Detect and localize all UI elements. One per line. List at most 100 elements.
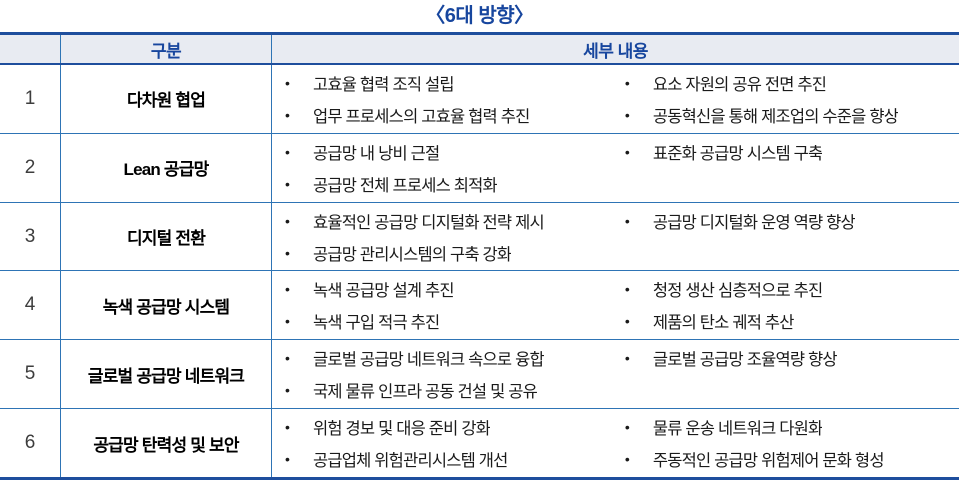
bullet-text: 녹색 구입 적극 추진: [313, 314, 440, 333]
header-cell-number: [0, 35, 60, 63]
bullet-text: 공급망 관리시스템의 구축 강화: [313, 245, 512, 264]
row-category: 녹색 공급망 시스템: [60, 271, 272, 340]
bullet-icon: •: [285, 106, 290, 123]
bullet-text: 제품의 탄소 궤적 추산: [652, 314, 794, 333]
bullet-text: 공급망 디지털화 운영 역량 향상: [652, 213, 855, 232]
row-details: • 녹색 공급망 설계 추진 • 녹색 구입 적극 추진 • 청정 생산 심층적으로 추…: [272, 271, 959, 339]
table-header-row: 구분 세부 내용: [0, 35, 959, 65]
bullet-text: 글로벌 공급망 조율역량 향상: [652, 351, 837, 370]
bullet-item: • 위험 경보 및 대응 준비 강화: [282, 411, 622, 443]
bullet-item: • 국제 물류 인프라 공동 건설 및 공유: [282, 374, 622, 406]
bullet-item: • 공급망 관리시스템의 구축 강화: [282, 237, 622, 269]
row-details: • 공급망 내 낭비 근절 • 공급망 전체 프로세스 최적화 • 표준화 공급망 시스…: [272, 134, 959, 202]
bullet-item: • 녹색 공급망 설계 추진: [282, 273, 622, 305]
bullet-icon: •: [624, 350, 630, 367]
bullet-item: • 고효율 협력 조직 설립: [282, 67, 622, 99]
bullet-column-left: • 공급망 내 낭비 근절 • 공급망 전체 프로세스 최적화: [282, 136, 622, 200]
bullet-column-right: • 요소 자원의 공유 전면 추진 • 공동혁신을 통해 제조업의 수준을 향상: [622, 67, 955, 131]
bullet-item: • 공동혁신을 통해 제조업의 수준을 향상: [622, 99, 955, 131]
row-category: Lean 공급망: [60, 133, 272, 202]
table-row: 5 글로벌 공급망 네트워크 • 글로벌 공급망 네트워크 속으로 융합 • 국제 물…: [0, 340, 959, 410]
table-row: 3 디지털 전환 • 효율적인 공급망 디지털화 전략 제시 • 공급망 관리시스템의…: [0, 202, 959, 272]
bullet-item: • 표준화 공급망 시스템 구축: [622, 136, 955, 168]
row-number: 1: [24, 87, 36, 109]
bullet-text: 표준화 공급망 시스템 구축: [652, 144, 823, 163]
row-category: 디지털 전환: [60, 202, 272, 271]
bullet-icon: •: [624, 212, 630, 229]
bullet-text: 고효율 협력 조직 설립: [313, 75, 454, 94]
bullet-item: • 제품의 탄소 궤적 추산: [622, 305, 955, 337]
row-number: 5: [24, 363, 36, 385]
bullet-item: • 글로벌 공급망 네트워크 속으로 융합: [282, 342, 622, 374]
bullet-text: 녹색 공급망 설계 추진: [313, 282, 454, 301]
bullet-icon: •: [285, 143, 290, 160]
bullet-item: • 공급업체 위험관리시스템 개선: [282, 443, 622, 475]
row-category: 다차원 협업: [60, 65, 272, 133]
bullet-icon: •: [285, 281, 290, 298]
bullet-item: • 공급망 내 낭비 근절: [282, 136, 622, 168]
bullet-icon: •: [285, 382, 290, 399]
bullet-icon: •: [285, 212, 290, 229]
bullet-text: 업무 프로세스의 고효율 협력 추진: [313, 107, 530, 126]
bullet-column-left: • 효율적인 공급망 디지털화 전략 제시 • 공급망 관리시스템의 구축 강화: [282, 205, 622, 269]
bullet-column-right: • 글로벌 공급망 조율역량 향상: [622, 342, 955, 406]
bullet-icon: •: [624, 281, 630, 298]
bullet-column-left: • 고효율 협력 조직 설립 • 업무 프로세스의 고효율 협력 추진: [282, 67, 622, 131]
row-number: 2: [24, 156, 36, 178]
bullet-icon: •: [624, 419, 630, 436]
bullet-item: • 효율적인 공급망 디지털화 전략 제시: [282, 205, 622, 237]
bullet-icon: •: [285, 74, 290, 91]
bullet-icon: •: [285, 175, 290, 192]
bullet-column-left: • 글로벌 공급망 네트워크 속으로 융합 • 국제 물류 인프라 공동 건설 및 공…: [282, 342, 622, 406]
page-title: 〈6대 방향〉: [425, 5, 534, 27]
table-row: 6 공급망 탄력성 및 보안 • 위험 경보 및 대응 준비 강화 • 공급업체 위험…: [0, 409, 959, 477]
bullet-item: • 공급망 디지털화 운영 역량 향상: [622, 205, 955, 237]
bullet-item: • 청정 생산 심층적으로 추진: [622, 273, 955, 305]
directions-table: 구분 세부 내용 1 다차원 협업 • 고효율 협력 조직 설립 • 업무 프로세스의…: [0, 32, 959, 480]
bullet-text: 요소 자원의 공유 전면 추진: [652, 75, 827, 94]
bullet-column-right: • 공급망 디지털화 운영 역량 향상: [622, 205, 955, 269]
row-category: 글로벌 공급망 네트워크: [60, 340, 272, 409]
bullet-text: 주동적인 공급망 위험제어 문화 형성: [652, 452, 884, 470]
bullet-text: 공동혁신을 통해 제조업의 수준을 향상: [652, 107, 899, 126]
bullet-icon: •: [624, 143, 630, 160]
row-details: • 효율적인 공급망 디지털화 전략 제시 • 공급망 관리시스템의 구축 강화 • 공…: [272, 203, 959, 271]
bullet-text: 물류 운송 네트워크 다원화: [652, 420, 823, 439]
table-row: 1 다차원 협업 • 고효율 협력 조직 설립 • 업무 프로세스의 고효율 협력 추…: [0, 65, 959, 134]
bullet-text: 청정 생산 심층적으로 추진: [652, 282, 823, 301]
header-cell-category: 구분: [60, 35, 272, 63]
table-row: 2 Lean 공급망 • 공급망 내 낭비 근절 • 공급망 전체 프로세스 최적화 …: [0, 133, 959, 203]
bullet-item: • 주동적인 공급망 위험제어 문화 형성: [622, 443, 955, 475]
bullet-column-right: • 표준화 공급망 시스템 구축: [622, 136, 955, 200]
bullet-icon: •: [285, 350, 290, 367]
bullet-text: 위험 경보 및 대응 준비 강화: [313, 420, 491, 439]
bullet-text: 공급업체 위험관리시스템 개선: [313, 452, 508, 470]
bullet-column-left: • 위험 경보 및 대응 준비 강화 • 공급업체 위험관리시스템 개선: [282, 411, 622, 475]
bullet-text: 국제 물류 인프라 공동 건설 및 공유: [313, 383, 538, 402]
bullet-item: • 업무 프로세스의 고효율 협력 추진: [282, 99, 622, 131]
bullet-item: • 글로벌 공급망 조율역량 향상: [622, 342, 955, 374]
row-number: 6: [24, 432, 36, 454]
bullet-text: 글로벌 공급망 네트워크 속으로 융합: [313, 351, 544, 370]
bullet-icon: •: [285, 244, 290, 261]
bullet-icon: •: [285, 451, 290, 467]
bullet-item: • 녹색 구입 적극 추진: [282, 305, 622, 337]
row-details: • 위험 경보 및 대응 준비 강화 • 공급업체 위험관리시스템 개선 • 물류 운송…: [272, 409, 959, 477]
row-number: 4: [24, 294, 36, 316]
bullet-icon: •: [624, 451, 630, 467]
row-details: • 글로벌 공급망 네트워크 속으로 융합 • 국제 물류 인프라 공동 건설 및 공…: [272, 340, 959, 408]
bullet-icon: •: [624, 313, 630, 330]
bullet-column-right: • 물류 운송 네트워크 다원화 • 주동적인 공급망 위험제어 문화 형성: [622, 411, 955, 475]
bullet-text: 효율적인 공급망 디지털화 전략 제시: [313, 213, 544, 232]
bullet-text: 공급망 전체 프로세스 최적화: [313, 176, 497, 195]
header-cell-details: 세부 내용: [583, 41, 648, 61]
bullet-icon: •: [285, 313, 290, 330]
bullet-icon: •: [624, 74, 630, 91]
row-number: 3: [24, 225, 36, 247]
bullet-icon: •: [624, 106, 630, 123]
table-body: 1 다차원 협업 • 고효율 협력 조직 설립 • 업무 프로세스의 고효율 협력 추…: [0, 65, 959, 477]
bullet-item: • 물류 운송 네트워크 다원화: [622, 411, 955, 443]
table-row: 4 녹색 공급망 시스템 • 녹색 공급망 설계 추진 • 녹색 구입 적극 추진 •…: [0, 271, 959, 341]
bullet-icon: •: [285, 419, 290, 436]
